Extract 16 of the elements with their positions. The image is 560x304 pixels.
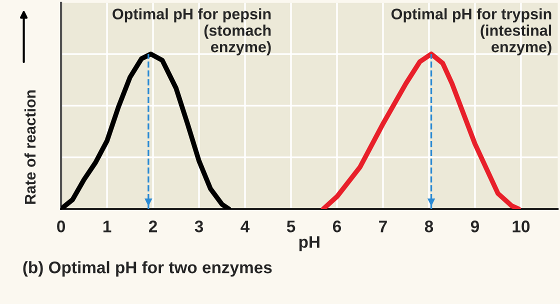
x-tick-label: 3: [194, 220, 204, 232]
x-tick-label: 5: [286, 220, 296, 232]
x-tick-label: 10: [512, 220, 530, 232]
x-tick-label: 8: [424, 220, 434, 232]
x-axis-title: pH: [299, 236, 320, 252]
x-tick-label: 9: [470, 220, 479, 232]
x-tick-label: 2: [148, 220, 157, 232]
x-tick-label: 0: [57, 220, 65, 232]
x-tick-label: 1: [103, 220, 112, 232]
x-tick-label: 6: [332, 220, 342, 232]
x-tick-label: 4: [240, 220, 250, 232]
annotation: Optimal pH for trypsin (intestinal enzyme): [391, 8, 552, 56]
x-tick-label: 7: [379, 220, 387, 232]
text: (b) Optimal pH for two enzymes: [23, 261, 272, 277]
y-axis-title: Rate of reaction: [24, 90, 36, 204]
annotation: Optimal pH for pepsin (stomach enzyme): [112, 8, 271, 56]
